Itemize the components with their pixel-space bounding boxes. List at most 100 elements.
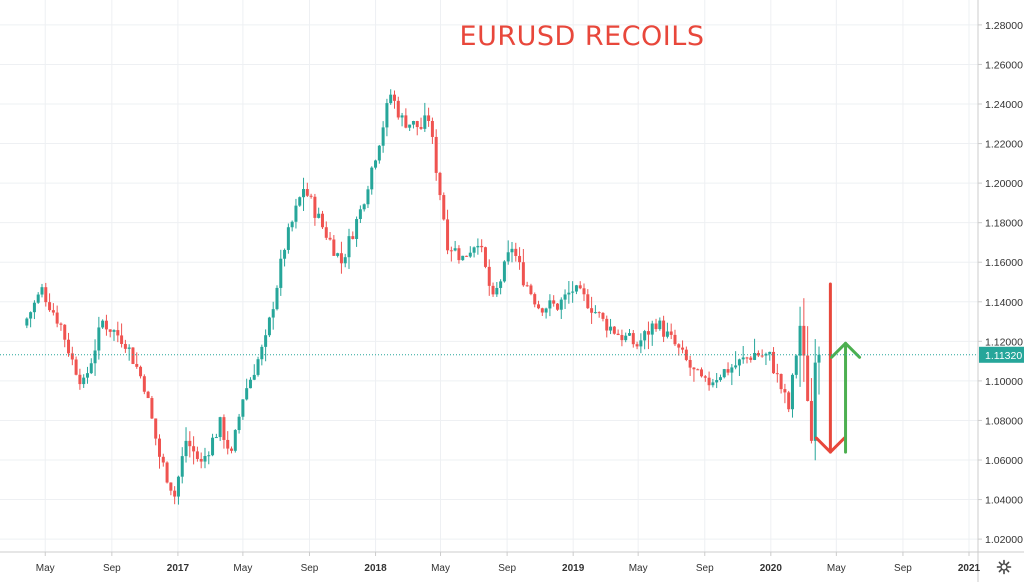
candle-body xyxy=(51,310,55,313)
candle-body xyxy=(85,373,89,378)
candle-body xyxy=(798,325,802,356)
candle-body xyxy=(366,189,370,205)
candle xyxy=(768,351,772,361)
candle-body xyxy=(639,340,643,347)
candle xyxy=(646,321,650,350)
candle xyxy=(199,452,203,469)
candle xyxy=(173,486,177,505)
candle-body xyxy=(63,324,67,340)
candle-body xyxy=(135,363,139,367)
candle xyxy=(582,283,586,301)
candle-body xyxy=(696,369,700,371)
candle xyxy=(218,416,222,441)
candle xyxy=(688,355,692,376)
candle xyxy=(495,281,499,297)
candle xyxy=(442,192,446,221)
candle-body xyxy=(298,197,302,206)
candle-body xyxy=(59,323,63,325)
candle xyxy=(692,367,696,382)
candles xyxy=(25,89,821,505)
candle-body xyxy=(635,344,639,347)
candle xyxy=(374,159,378,170)
candle-body xyxy=(817,354,821,363)
candle-body xyxy=(665,331,669,337)
candle xyxy=(256,356,260,377)
candle xyxy=(643,329,647,350)
candle xyxy=(798,306,802,387)
candle xyxy=(772,347,776,374)
candle-body xyxy=(631,333,635,345)
candle xyxy=(449,246,453,262)
candle-body xyxy=(32,302,36,313)
candle-body xyxy=(184,440,188,457)
candle-body xyxy=(101,320,105,328)
candle-body xyxy=(260,346,264,360)
candle xyxy=(32,300,36,320)
candle xyxy=(131,347,135,365)
candle xyxy=(734,351,738,370)
candle xyxy=(700,367,704,378)
candle xyxy=(275,285,279,311)
candle xyxy=(790,373,794,418)
x-tick-label: 2020 xyxy=(760,563,783,574)
candle xyxy=(112,329,116,341)
candle xyxy=(715,373,719,389)
candle-body xyxy=(309,195,313,197)
candle xyxy=(324,221,328,240)
candle-body xyxy=(36,294,40,303)
candle-body xyxy=(267,317,271,336)
candle-body xyxy=(627,333,631,336)
price-axis-background xyxy=(978,0,1024,582)
chart-title: EURUSD RECOILS xyxy=(460,21,705,52)
candle xyxy=(665,322,669,339)
x-tick-label: 2019 xyxy=(562,563,585,574)
candle-body xyxy=(313,196,317,218)
candle-body xyxy=(745,357,749,359)
candle xyxy=(438,171,442,201)
x-tick-label: May xyxy=(431,563,450,574)
candle xyxy=(574,284,578,295)
gear-icon[interactable] xyxy=(996,559,1012,575)
candle-body xyxy=(294,205,298,222)
candle xyxy=(813,339,817,461)
candle-body xyxy=(241,399,245,417)
candle xyxy=(347,228,351,269)
candle-body xyxy=(123,343,127,349)
candle xyxy=(222,414,226,449)
candle xyxy=(63,324,67,348)
candle-body xyxy=(279,258,283,288)
candle-body xyxy=(703,376,707,378)
candle-body xyxy=(654,323,658,330)
candle xyxy=(491,282,495,297)
candle xyxy=(624,332,628,343)
candle-body xyxy=(669,331,673,335)
candle-body xyxy=(749,357,753,360)
candle-body xyxy=(753,352,757,360)
candle xyxy=(89,358,93,375)
candle-body xyxy=(131,347,135,364)
candle-body xyxy=(529,285,533,295)
candle-body xyxy=(55,312,59,324)
x-tick-label: May xyxy=(36,563,55,574)
candle-body xyxy=(275,287,279,310)
candle-body xyxy=(491,285,495,295)
candle-body xyxy=(351,236,355,239)
candle-body xyxy=(794,355,798,375)
candle xyxy=(25,317,29,329)
candle-body xyxy=(252,374,256,380)
candle xyxy=(336,252,340,258)
candle-body xyxy=(150,398,154,419)
y-tick-label: 1.02000 xyxy=(985,534,1023,546)
candle xyxy=(408,124,412,131)
candle xyxy=(753,338,757,361)
candle-body xyxy=(283,249,287,259)
candle-body xyxy=(586,294,590,309)
candle-body xyxy=(343,257,347,264)
candle xyxy=(44,282,48,307)
candle xyxy=(85,366,89,384)
candle xyxy=(612,325,616,335)
candle xyxy=(590,296,594,324)
candle xyxy=(487,259,491,296)
candle xyxy=(355,216,359,247)
candle-body xyxy=(730,367,734,373)
